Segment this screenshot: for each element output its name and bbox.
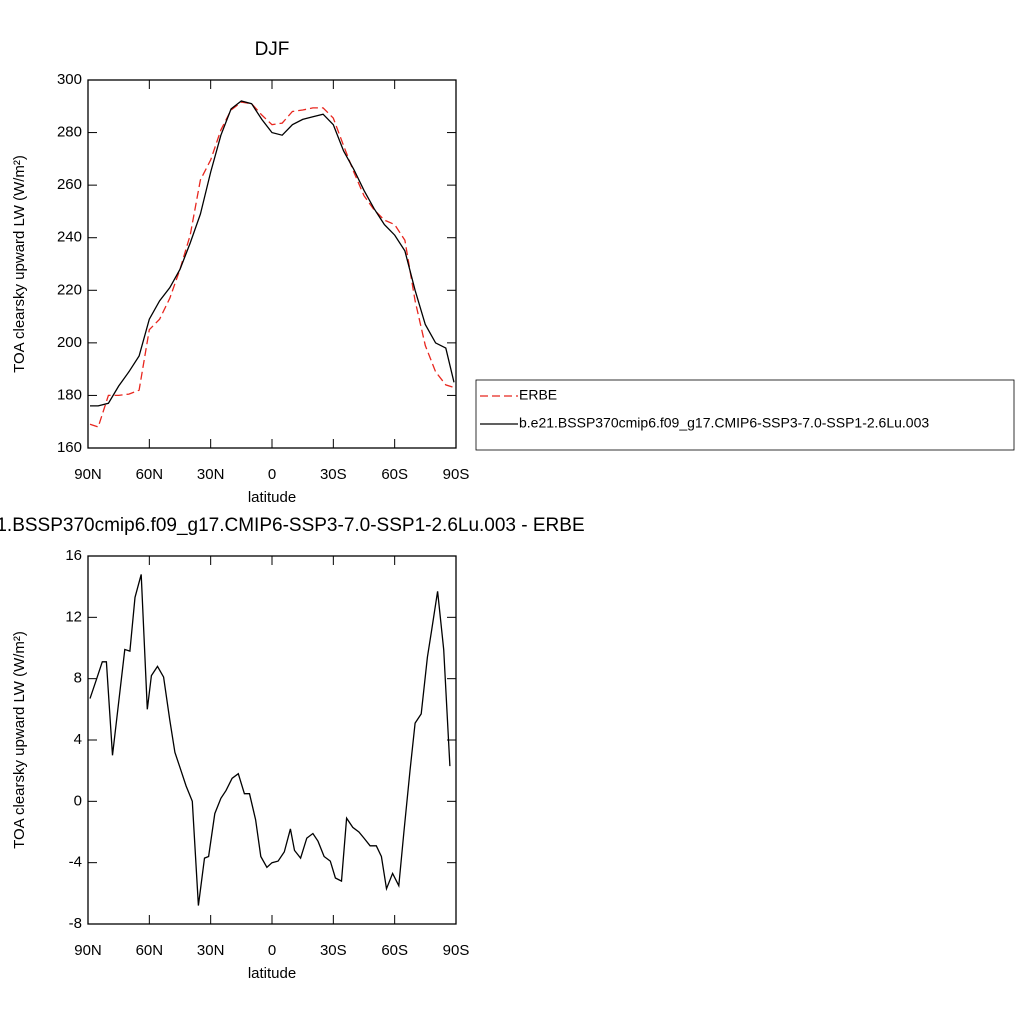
- x-tick-label: 30S: [320, 942, 347, 959]
- legend-label: b.e21.BSSP370cmip6.f09_g17.CMIP6-SSP3-7.…: [519, 415, 929, 431]
- x-tick-label: 60S: [381, 466, 408, 483]
- legend-label: ERBE: [519, 387, 557, 403]
- x-axis-label: latitude: [248, 489, 296, 506]
- y-tick-label: 180: [57, 386, 82, 403]
- y-axis-label: TOA clearsky upward LW (W/m²): [11, 155, 28, 373]
- x-tick-label: 60S: [381, 942, 408, 959]
- y-tick-label: 260: [57, 176, 82, 193]
- x-tick-label: 0: [268, 942, 276, 959]
- y-tick-label: 8: [74, 670, 82, 687]
- y-tick-label: 280: [57, 124, 82, 141]
- chart-title: DJF: [255, 39, 290, 60]
- x-tick-label: 0: [268, 466, 276, 483]
- y-tick-label: 300: [57, 71, 82, 88]
- y-tick-label: 200: [57, 334, 82, 351]
- y-tick-label: -4: [69, 854, 82, 871]
- plot-frame: [87, 79, 457, 449]
- data-line: [89, 574, 451, 906]
- x-tick-label: 90N: [74, 466, 102, 483]
- x-tick-label: 90S: [443, 466, 470, 483]
- x-tick-label: 90N: [74, 942, 102, 959]
- x-tick-label: 60N: [136, 942, 164, 959]
- y-axis-label: TOA clearsky upward LW (W/m²): [11, 631, 28, 849]
- x-tick-label: 30N: [197, 466, 225, 483]
- x-tick-label: 30N: [197, 942, 225, 959]
- y-tick-label: 16: [65, 547, 82, 564]
- data-line: [90, 100, 455, 407]
- y-tick-label: 220: [57, 281, 82, 298]
- chart-title: b.e21.BSSP370cmip6.f09_g17.CMIP6-SSP3-7.…: [0, 515, 585, 536]
- y-tick-label: 0: [74, 792, 82, 809]
- y-tick-label: 12: [65, 608, 82, 625]
- legend-box: [475, 379, 1015, 451]
- x-tick-label: 30S: [320, 466, 347, 483]
- y-tick-label: 240: [57, 229, 82, 246]
- y-tick-label: 4: [74, 731, 82, 748]
- x-tick-label: 90S: [443, 942, 470, 959]
- data-line: [89, 101, 455, 428]
- y-tick-label: 160: [57, 439, 82, 456]
- x-axis-label: latitude: [248, 965, 296, 982]
- x-tick-label: 60N: [136, 466, 164, 483]
- y-tick-label: -8: [69, 915, 82, 932]
